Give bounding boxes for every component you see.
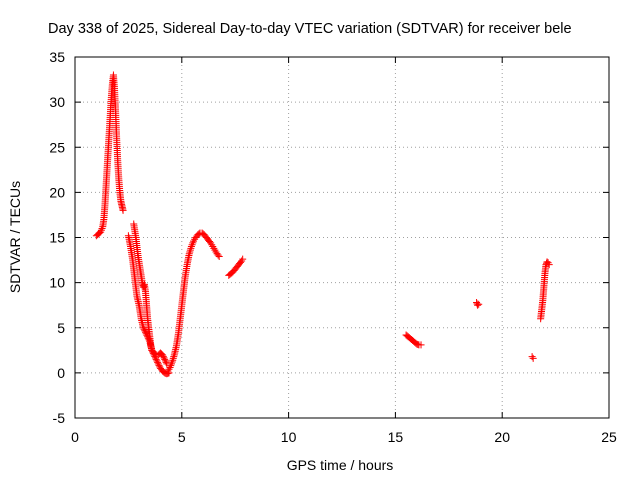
y-tick-label: 25 [49,139,65,155]
data-point-marker [474,301,482,309]
data-point-marker [170,353,178,361]
data-point-marker [97,226,105,234]
x-tick-label: 25 [601,429,617,445]
y-tick-label: 10 [49,275,65,291]
chart-title: Day 338 of 2025, Sidereal Day-to-day VTE… [48,21,572,37]
data-point-marker [141,327,149,335]
data-point-marker [97,228,105,236]
data-point-marker [238,257,246,265]
y-tick-label: 5 [57,320,65,336]
data-point-marker [208,241,216,249]
data-point-marker [166,363,174,371]
x-tick-label: 20 [494,429,510,445]
data-point-marker [417,341,425,349]
data-point-marker [185,250,193,258]
y-tick-label: 35 [49,49,65,65]
data-point-marker [155,361,163,369]
data-point-marker [98,224,106,232]
data-point-marker [169,356,177,364]
data-markers [92,71,553,378]
data-point-marker [215,252,223,260]
data-point-marker [214,251,222,259]
x-tick-label: 0 [71,429,79,445]
data-point-marker [165,365,173,373]
x-axis-label: GPS time / hours [287,457,394,473]
data-point-marker [187,243,195,251]
data-point-marker [167,362,175,370]
data-point-marker [189,239,197,247]
data-point-marker [154,358,162,366]
data-point-marker [186,248,194,256]
data-point-marker [154,360,162,368]
data-point-marker [160,354,168,362]
x-tick-label: 5 [178,429,186,445]
y-tick-label: 20 [49,184,65,200]
data-point-marker [187,244,195,252]
y-tick-label: 30 [49,94,65,110]
data-point-marker [164,367,172,375]
data-point-marker [239,255,247,263]
data-point-marker [209,243,217,251]
data-point-marker [167,360,175,368]
data-point-marker [162,358,170,366]
y-tick-label: 15 [49,230,65,246]
data-point-marker [207,239,215,247]
data-point-marker [529,354,537,362]
data-point-marker [545,261,553,269]
data-point-marker [161,357,169,365]
data-point-marker [544,259,552,267]
data-point-marker [159,352,167,360]
data-point-marker [161,355,169,363]
data-point-marker [186,246,194,254]
data-point-marker [119,206,127,214]
data-point-marker [475,300,483,308]
data-point-marker [169,354,177,362]
x-tick-label: 15 [388,429,404,445]
data-point-marker [528,353,536,361]
axis-ticks: 0 5 10 15 20 25 -5 0 5 10 15 20 25 30 35 [49,49,617,445]
data-point-marker [210,244,218,252]
y-tick-label: -5 [53,410,66,426]
data-point-marker [190,237,198,245]
data-point-marker [211,246,219,254]
y-axis-label: SDTVAR / TECUs [7,181,23,293]
data-point-marker [168,358,176,366]
data-point-marker [156,363,164,371]
data-point-marker [153,357,161,365]
y-tick-label: 0 [57,365,65,381]
x-tick-label: 10 [281,429,297,445]
data-point-marker [188,241,196,249]
data-point-marker [159,351,167,359]
